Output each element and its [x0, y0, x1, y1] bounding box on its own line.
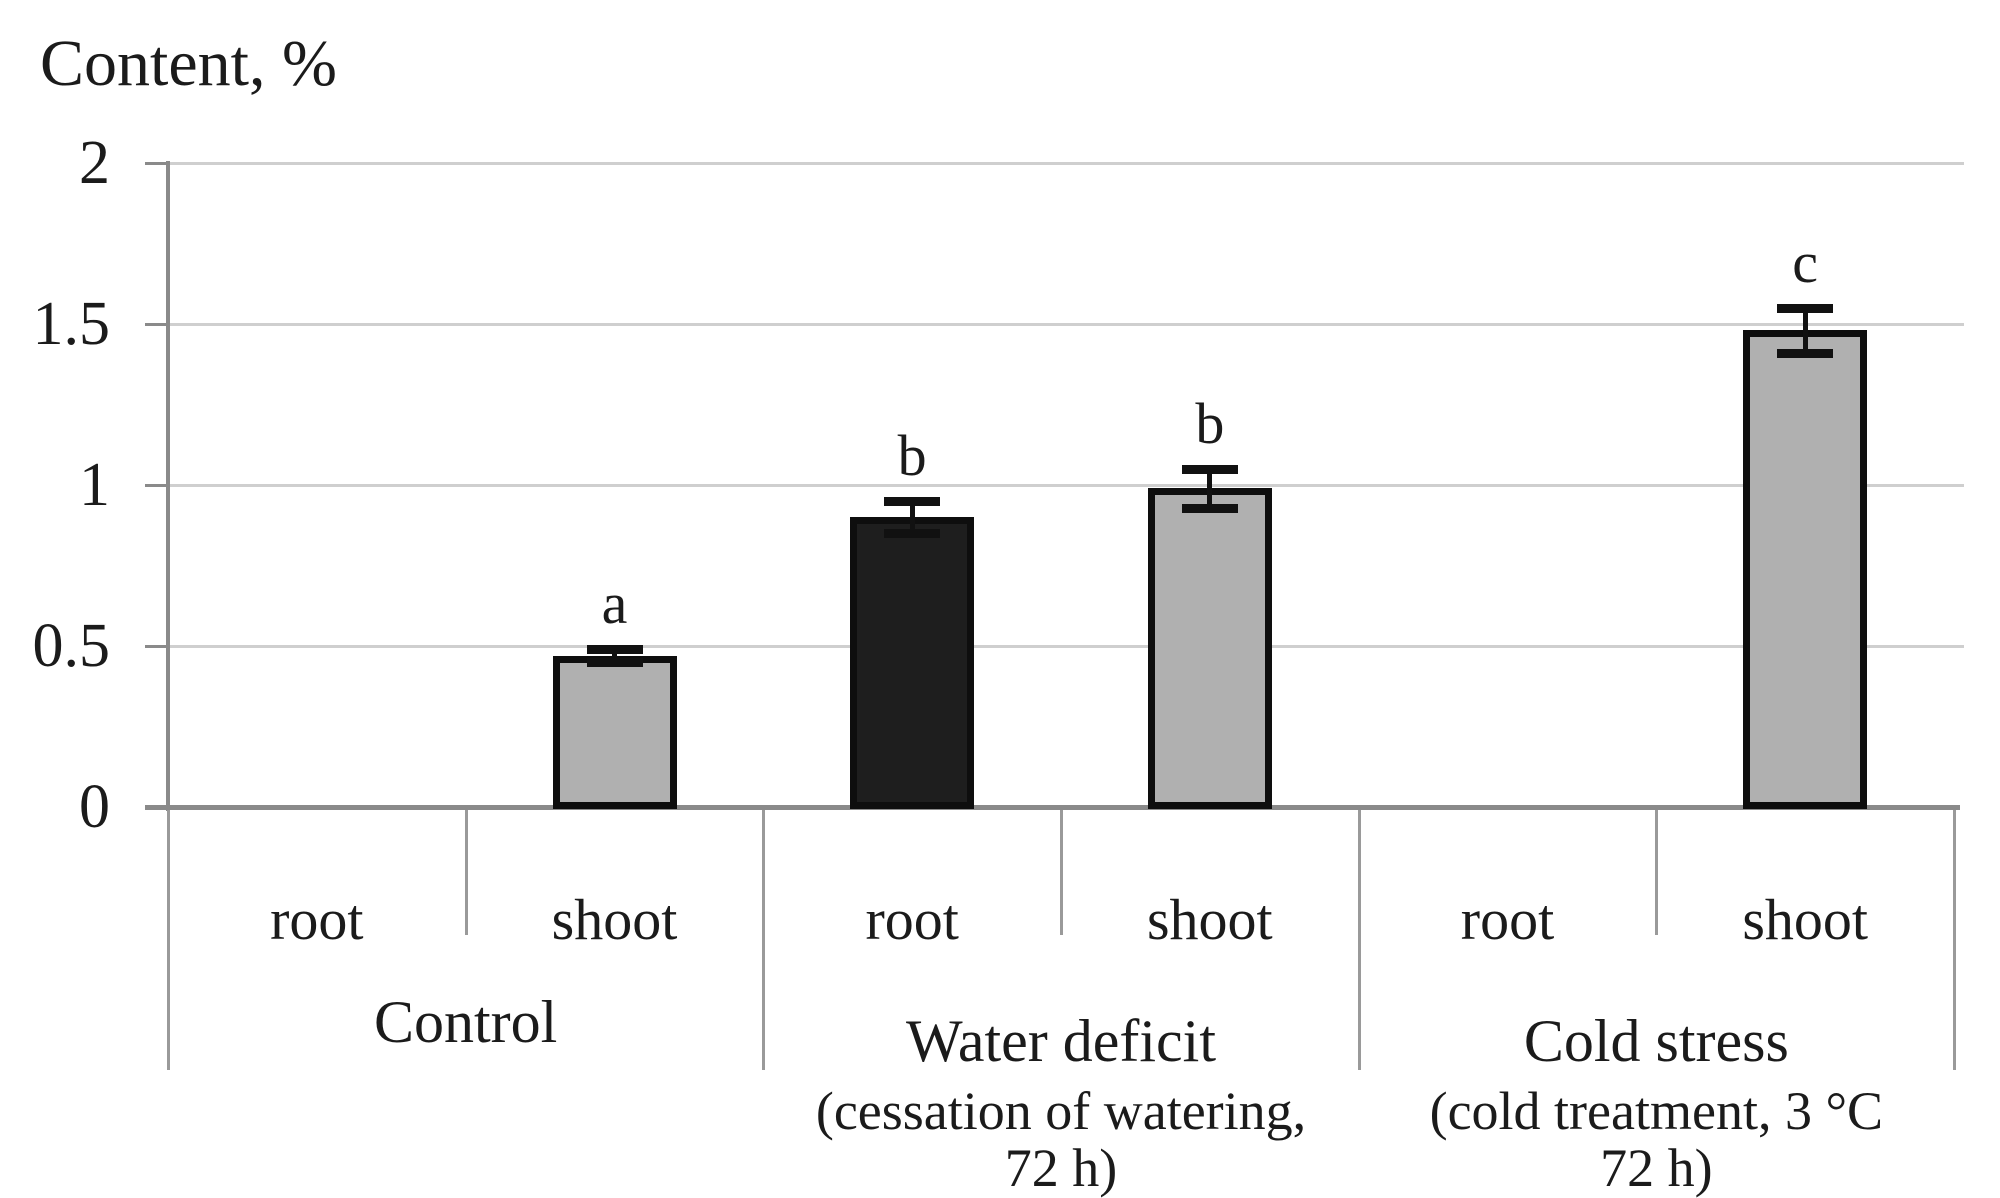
gridline	[168, 323, 1964, 326]
gridline	[168, 162, 1964, 165]
group-note-line: (cold treatment, 3 °C	[1429, 1081, 1884, 1141]
y-tick-label: 1	[79, 451, 110, 519]
gridline	[168, 484, 1964, 487]
bar	[850, 517, 975, 809]
error-bar-bottom-cap	[586, 658, 643, 668]
group-label: Control	[373, 989, 558, 1055]
category-label: root	[865, 887, 959, 952]
y-tick-label: 0	[79, 773, 110, 841]
category-separator	[464, 810, 468, 935]
category-label: shoot	[551, 887, 678, 952]
error-bar-top-cap	[884, 497, 941, 507]
category-label: root	[1460, 887, 1555, 952]
y-tick-label: 2	[79, 129, 110, 197]
y-axis-tick	[145, 645, 168, 648]
significance-letter: b	[897, 423, 927, 489]
bar	[1147, 488, 1272, 809]
category-label: shoot	[1742, 887, 1868, 952]
error-bar-line	[1802, 307, 1808, 353]
y-axis-line	[166, 161, 170, 811]
group-separator	[1953, 810, 1956, 1070]
bar	[1743, 330, 1868, 809]
group-label: Water deficit	[906, 1008, 1216, 1074]
error-bar-top-cap	[1181, 464, 1238, 474]
error-bar-line	[1207, 468, 1213, 508]
error-bar-bottom-cap	[1181, 503, 1238, 513]
group-separator	[167, 810, 170, 1070]
group-separator	[762, 810, 766, 1070]
category-label: root	[270, 887, 364, 952]
error-bar-bottom-cap	[884, 529, 941, 539]
category-separator	[1060, 810, 1063, 935]
category-label: shoot	[1146, 887, 1273, 952]
category-separator	[1655, 810, 1659, 935]
y-tick-label: 0.5	[32, 612, 111, 680]
significance-letter: a	[601, 571, 628, 637]
y-axis-tick	[145, 484, 168, 487]
x-axis-line	[145, 805, 1960, 810]
group-note-line: 72 h)	[1004, 1138, 1118, 1198]
gridline	[168, 645, 1964, 648]
bar	[552, 655, 677, 809]
group-separator	[1357, 810, 1361, 1070]
y-tick-label: 1.5	[32, 290, 111, 358]
y-axis-title: Content, %	[40, 27, 337, 100]
y-axis-tick	[145, 323, 168, 326]
error-bar-line	[612, 649, 617, 663]
error-bar-top-cap	[586, 645, 643, 655]
error-bar-line	[909, 501, 915, 534]
error-bar-top-cap	[1777, 303, 1834, 313]
y-axis-tick	[145, 162, 168, 165]
significance-letter: b	[1195, 390, 1225, 456]
group-note-line: 72 h)	[1600, 1138, 1713, 1198]
group-note-line: (cessation of watering,	[815, 1081, 1307, 1141]
error-bar-bottom-cap	[1777, 348, 1834, 358]
group-label: Cold stress	[1523, 1008, 1789, 1074]
significance-letter: c	[1792, 229, 1819, 295]
